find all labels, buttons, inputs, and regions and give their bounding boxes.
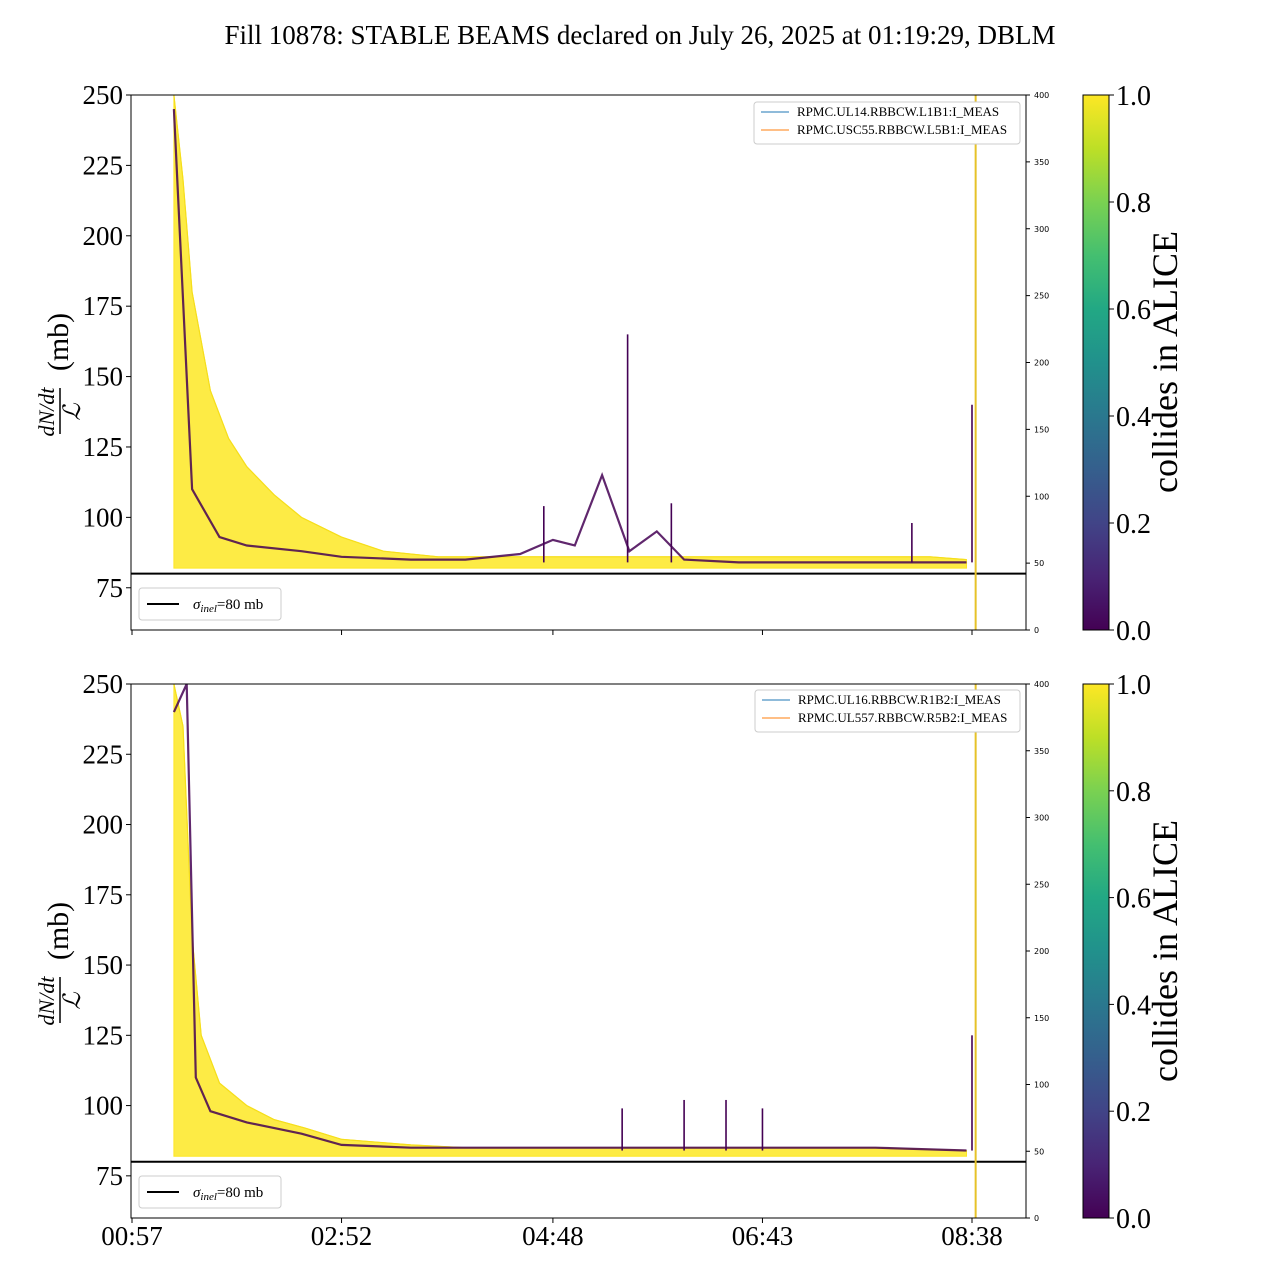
bottom-colorbar: 0.0 0.2 0.4 0.6 0.8 1.0 collides in ALICE <box>1082 670 1185 1235</box>
top-y-label-unit: (mb) <box>42 313 75 371</box>
top-legend-entry-1: RPMC.UL14.RBBCW.L1B1:I_MEAS <box>797 104 999 119</box>
bottom-y2-tick-label-250: 250 <box>1034 880 1049 889</box>
top-series-collides-0 <box>172 109 967 564</box>
top-threshold-legend-box <box>138 587 282 621</box>
top-colorbar-tick-label-4: 0.6 <box>1116 295 1151 326</box>
top-y-tick-label-75: 75 <box>96 573 123 603</box>
bottom-x-tick-label-5: 08:38 <box>941 1221 1003 1251</box>
top-y-label-denominator: ℒ <box>60 403 86 421</box>
bottom-series-band-collides-1 <box>173 683 967 1157</box>
top-legend-threshold: σinel=80 mb <box>138 587 282 621</box>
bottom-y-label-denominator: ℒ <box>60 992 86 1010</box>
bottom-x-tick-label-4: 06:43 <box>732 1221 794 1251</box>
bottom-y-tick-label-150: 150 <box>83 950 124 980</box>
bottom-colorbar-tick-label-4: 0.6 <box>1116 884 1151 915</box>
top-colorbar-gradient <box>1082 94 1110 631</box>
bottom-colorbar-tick-label-2: 0.2 <box>1116 1097 1151 1128</box>
top-legend-series: RPMC.UL14.RBBCW.L1B1:I_MEAS RPMC.USC55.R… <box>753 101 1021 145</box>
top-legend-box <box>753 101 1021 145</box>
top-y-label: dN/dt ℒ (mb) <box>34 313 86 437</box>
top-colorbar-tick-label-6: 1.0 <box>1116 81 1151 112</box>
bottom-x-tick-label-2: 02:52 <box>311 1221 373 1251</box>
bottom-y2-tick-label-350: 350 <box>1034 747 1049 756</box>
bottom-series-upper-envelope <box>173 683 967 1152</box>
top-colorbar-tick-label-5: 0.8 <box>1116 188 1151 219</box>
top-plot-data <box>131 94 1026 630</box>
bottom-colorbar-tick-label-6: 1.0 <box>1116 670 1151 701</box>
bottom-colorbar-gradient <box>1082 683 1110 1219</box>
top-y2-tick-label-0: 0 <box>1034 626 1039 635</box>
top-colorbar-label: collides in ALICE <box>1145 231 1185 493</box>
bottom-legend-threshold: σinel=80 mb <box>138 1175 282 1209</box>
bottom-legend-box <box>754 689 1021 733</box>
bottom-colorbar-tick-label-5: 0.8 <box>1116 777 1151 808</box>
top-y2-ticks: 0 50 100 150 200 250 300 350 400 <box>1026 91 1049 635</box>
top-y-tick-label-200: 200 <box>83 221 124 251</box>
bottom-y-tick-label-225: 225 <box>83 739 124 769</box>
bottom-y-tick-label-125: 125 <box>83 1020 124 1050</box>
bottom-x-tick-label-1: 00:57 <box>101 1221 163 1251</box>
bottom-y-label-numerator: dN/dt <box>34 976 59 1026</box>
top-y-tick-label-150: 150 <box>83 362 124 392</box>
top-y2-tick-label-100: 100 <box>1034 492 1049 501</box>
top-y-tick-label-250: 250 <box>83 80 124 110</box>
top-colorbar-tick-label-3: 0.4 <box>1116 402 1151 433</box>
top-y-tick-label-225: 225 <box>83 150 124 180</box>
bottom-y-tick-label-75: 75 <box>96 1161 123 1191</box>
bottom-threshold-legend-box <box>138 1175 282 1209</box>
bottom-colorbar-ticks: 0.0 0.2 0.4 0.6 0.8 1.0 <box>1109 670 1151 1235</box>
top-series-upper-envelope <box>173 94 967 561</box>
top-y2-tick-label-200: 200 <box>1034 359 1049 368</box>
bottom-y-ticks: 75 100 125 150 175 200 225 250 <box>83 669 131 1191</box>
top-x-ticks <box>131 630 973 635</box>
bottom-y-tick-label-175: 175 <box>83 880 124 910</box>
top-panel: 75 100 125 150 175 200 225 250 0 50 100 150 200 250 3… <box>34 80 1185 647</box>
bottom-legend-entry-2: RPMC.UL557.RBBCW.R5B2:I_MEAS <box>798 710 1007 725</box>
top-y-label-numerator: dN/dt <box>34 387 59 437</box>
bottom-colorbar-tick-label-1: 0.0 <box>1116 1204 1151 1235</box>
bottom-y-label: dN/dt ℒ (mb) <box>34 902 86 1026</box>
bottom-y-label-unit: (mb) <box>42 902 75 960</box>
top-y2-tick-label-300: 300 <box>1034 225 1049 234</box>
top-legend-entry-2: RPMC.USC55.RBBCW.L5B1:I_MEAS <box>797 122 1007 137</box>
bottom-threshold-legend-label: σinel=80 mb <box>193 1185 263 1203</box>
bottom-colorbar-label: collides in ALICE <box>1145 820 1185 1082</box>
bottom-series-collides-0 <box>172 683 967 1152</box>
top-series-band-collides-1 <box>173 94 967 569</box>
top-y2-tick-label-400: 400 <box>1034 91 1049 100</box>
bottom-y2-tick-label-300: 300 <box>1034 814 1049 823</box>
top-y2-tick-label-250: 250 <box>1034 292 1049 301</box>
bottom-y-tick-label-250: 250 <box>83 669 124 699</box>
top-colorbar: 0.0 0.2 0.4 0.6 0.8 1.0 collides in ALICE <box>1082 81 1185 647</box>
bottom-y2-ticks: 0 50 100 150 200 250 300 350 400 <box>1026 680 1049 1223</box>
top-y2-tick-label-350: 350 <box>1034 158 1049 167</box>
bottom-y-tick-label-200: 200 <box>83 810 124 840</box>
top-y-tick-label-175: 175 <box>83 291 124 321</box>
bottom-x-tick-label-3: 04:48 <box>522 1221 584 1251</box>
bottom-y2-tick-label-150: 150 <box>1034 1014 1049 1023</box>
bottom-plot-data <box>131 683 1026 1218</box>
top-y-tick-label-100: 100 <box>83 502 124 532</box>
bottom-panel: 75 100 125 150 175 200 225 250 0 50 100 150 200 250 3… <box>34 669 1185 1251</box>
bottom-legend-entry-1: RPMC.UL16.RBBCW.R1B2:I_MEAS <box>798 692 1001 707</box>
top-y2-tick-label-150: 150 <box>1034 425 1049 434</box>
bottom-colorbar-tick-label-3: 0.4 <box>1116 990 1151 1021</box>
top-colorbar-ticks: 0.0 0.2 0.4 0.6 0.8 1.0 <box>1109 81 1151 647</box>
top-y-ticks: 75 100 125 150 175 200 225 250 <box>83 80 131 603</box>
top-colorbar-tick-label-2: 0.2 <box>1116 509 1151 540</box>
bottom-y-tick-label-100: 100 <box>83 1091 124 1121</box>
top-y2-tick-label-50: 50 <box>1034 559 1044 568</box>
bottom-x-ticks: 00:57 02:52 04:48 06:43 08:38 <box>101 1218 1003 1251</box>
top-y-tick-label-125: 125 <box>83 432 124 462</box>
bottom-y2-tick-label-200: 200 <box>1034 947 1049 956</box>
top-threshold-legend-label: σinel=80 mb <box>193 597 263 615</box>
bottom-y2-tick-label-50: 50 <box>1034 1147 1044 1156</box>
bottom-y2-tick-label-0: 0 <box>1034 1214 1039 1223</box>
bottom-y2-tick-label-400: 400 <box>1034 680 1049 689</box>
bottom-y2-tick-label-100: 100 <box>1034 1081 1049 1090</box>
top-colorbar-tick-label-1: 0.0 <box>1116 616 1151 647</box>
chart-title: Fill 10878: STABLE BEAMS declared on Jul… <box>224 20 1055 50</box>
bottom-legend-series: RPMC.UL16.RBBCW.R1B2:I_MEAS RPMC.UL557.R… <box>754 689 1021 733</box>
